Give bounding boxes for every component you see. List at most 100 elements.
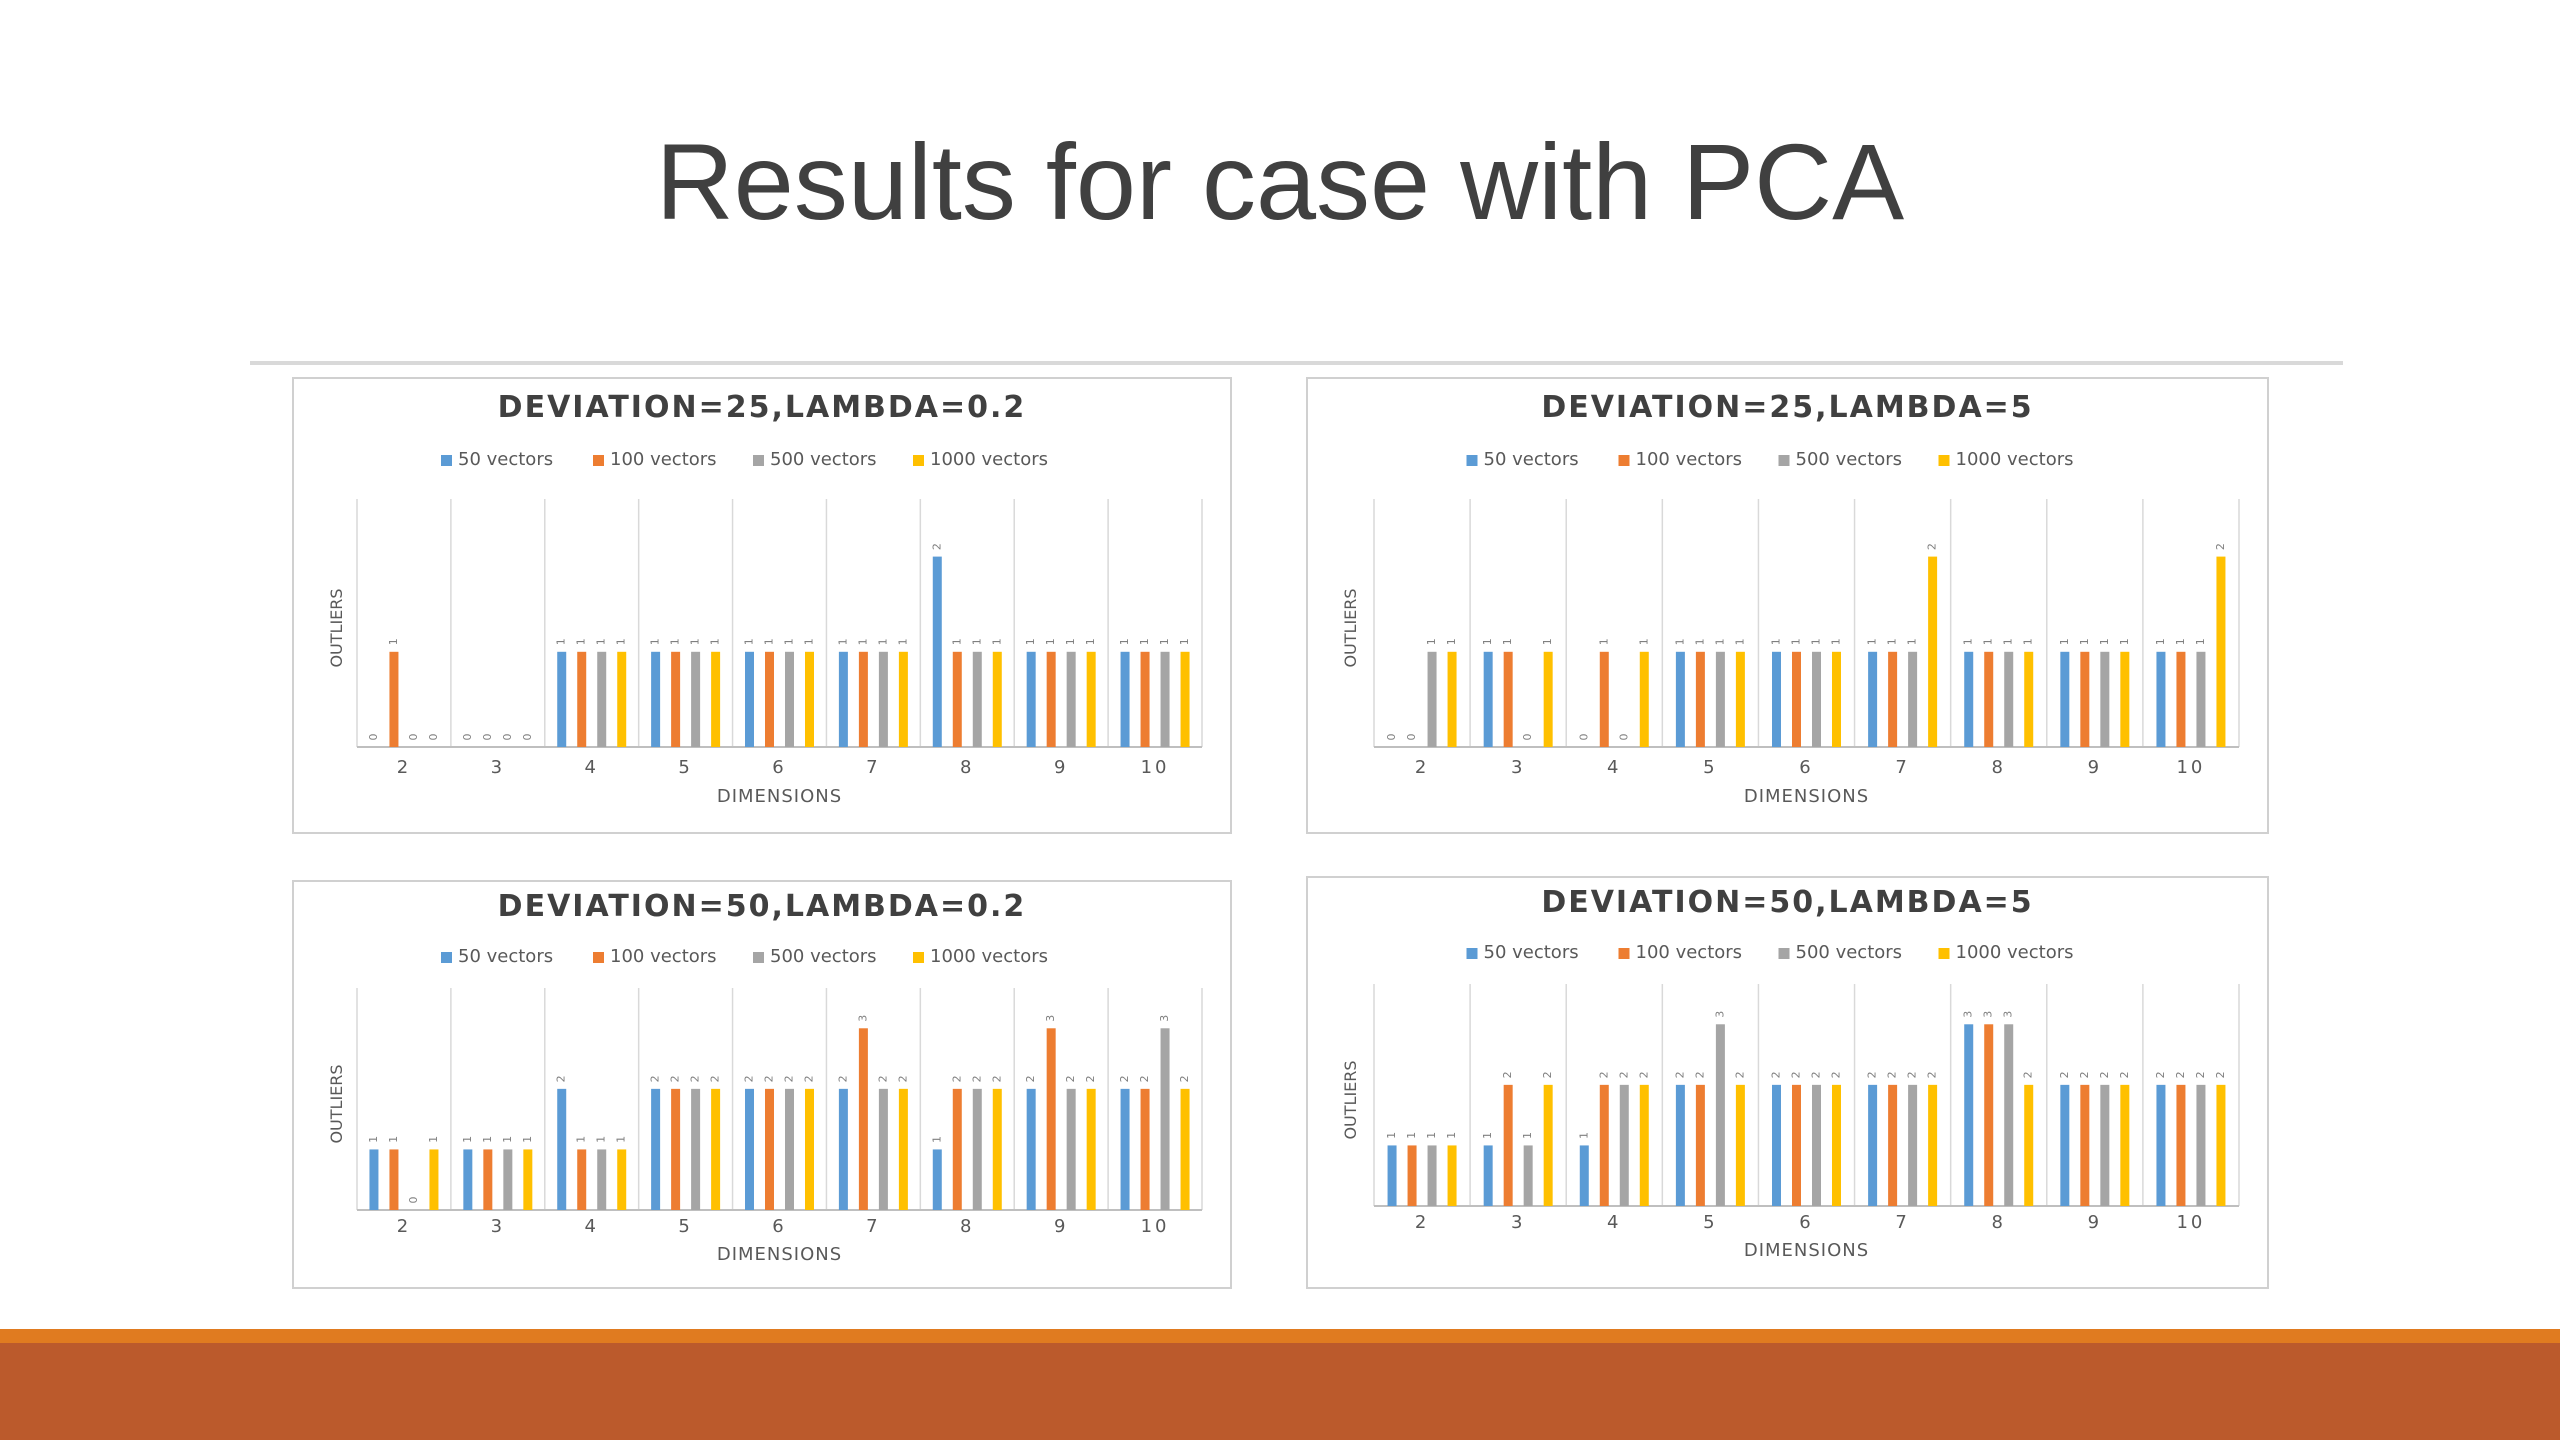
bar — [805, 1088, 814, 1210]
data-label: 1 — [1445, 638, 1458, 645]
legend-swatch — [913, 952, 924, 963]
x-tick-label: 10 — [2176, 757, 2205, 778]
bar — [838, 1088, 848, 1210]
bar — [369, 1149, 379, 1210]
data-label: 2 — [1693, 1071, 1706, 1078]
data-label: 1 — [2118, 638, 2131, 645]
legend-swatch — [1938, 948, 1950, 959]
bar — [1407, 1145, 1417, 1206]
data-label: 1 — [709, 638, 722, 645]
bar — [651, 651, 661, 747]
chart-dev25-lambda5: DEVIATION=25,LAMBDA=5 50 vectors 100 vecto… — [1306, 377, 2269, 834]
data-label: 1 — [1425, 1132, 1438, 1139]
x-tick-label: 8 — [960, 1216, 974, 1237]
bar — [1120, 1088, 1130, 1210]
bar — [1695, 651, 1705, 747]
bar — [972, 651, 982, 747]
bar — [617, 1149, 627, 1210]
bar — [2004, 1024, 2014, 1206]
x-tick-label: 2 — [1415, 757, 1429, 778]
chart-frame — [1306, 377, 2269, 834]
bar — [2176, 651, 2186, 747]
data-label: 2 — [1926, 543, 1939, 550]
bar — [2196, 651, 2206, 747]
legend-swatch — [593, 952, 604, 963]
data-label: 2 — [2098, 1071, 2111, 1078]
x-axis-title: DIMENSIONS — [717, 786, 842, 807]
data-label: 1 — [1733, 638, 1746, 645]
data-label: 1 — [427, 1136, 440, 1143]
bar — [1066, 651, 1076, 747]
bar — [1160, 651, 1170, 747]
title-divider — [250, 361, 2343, 365]
bar — [651, 1088, 661, 1210]
data-label: 1 — [1982, 638, 1995, 645]
bar — [992, 651, 1002, 747]
data-label: 0 — [521, 734, 534, 741]
chart-dev50-lambda5: DEVIATION=50,LAMBDA=5 50 vectors 100 vecto… — [1306, 876, 2269, 1289]
bar — [1180, 651, 1190, 747]
legend-swatch — [1938, 455, 1950, 466]
x-tick-label: 6 — [1799, 1212, 1813, 1233]
data-label: 1 — [970, 638, 983, 645]
data-label: 2 — [709, 1075, 722, 1082]
data-label: 1 — [2154, 638, 2167, 645]
bar — [1503, 651, 1513, 747]
bar — [429, 1149, 439, 1210]
data-label: 2 — [1906, 1071, 1919, 1078]
bar — [1792, 651, 1801, 747]
x-tick-label: 7 — [1895, 757, 1909, 778]
data-label: 1 — [876, 638, 889, 645]
x-tick-label: 10 — [1141, 757, 1170, 778]
legend-entry: 50 vectors — [1484, 942, 1579, 963]
data-label: 1 — [856, 638, 869, 645]
data-label: 2 — [1178, 1075, 1191, 1082]
data-label: 2 — [1770, 1071, 1783, 1078]
data-label: 2 — [1541, 1071, 1554, 1078]
data-label: 0 — [461, 734, 474, 741]
bar — [2216, 556, 2226, 747]
bar — [1523, 1145, 1533, 1206]
data-label: 0 — [1577, 734, 1590, 741]
data-label: 2 — [1138, 1075, 1151, 1082]
data-label: 1 — [387, 638, 400, 645]
data-label: 0 — [407, 1197, 420, 1204]
bar — [2024, 651, 2034, 747]
bar — [785, 651, 794, 747]
data-label: 0 — [407, 734, 420, 741]
data-label: 2 — [743, 1075, 756, 1082]
data-label: 1 — [669, 638, 682, 645]
data-label: 2 — [783, 1075, 796, 1082]
x-axis-title: DIMENSIONS — [1744, 786, 1869, 807]
data-label: 0 — [501, 734, 514, 741]
bar — [1639, 1084, 1649, 1206]
data-label: 1 — [595, 1136, 608, 1143]
x-tick-label: 7 — [866, 1216, 880, 1237]
bar — [952, 1088, 962, 1210]
legend-entry: 1000 vectors — [1956, 942, 2074, 963]
x-tick-label: 10 — [1141, 1216, 1170, 1237]
bar — [858, 1028, 868, 1210]
x-tick-label: 9 — [2088, 1212, 2102, 1233]
data-label: 2 — [2214, 1071, 2227, 1078]
data-label: 1 — [1673, 638, 1686, 645]
bar — [1675, 1084, 1685, 1206]
data-label: 2 — [2174, 1071, 2187, 1078]
data-label: 1 — [2098, 638, 2111, 645]
x-tick-label: 6 — [772, 1216, 786, 1237]
legend-entry: 1000 vectors — [930, 946, 1048, 967]
data-label: 0 — [427, 734, 440, 741]
bar — [858, 651, 868, 747]
data-label: 1 — [1790, 638, 1803, 645]
bar — [1180, 1088, 1190, 1210]
data-label: 1 — [1962, 638, 1975, 645]
bar — [1928, 1084, 1938, 1206]
bar — [1066, 1088, 1076, 1210]
data-label: 1 — [461, 1136, 474, 1143]
bar — [2176, 1084, 2186, 1206]
bar — [1812, 651, 1821, 747]
footer-accent-stripe — [0, 1329, 2560, 1343]
data-label: 2 — [1790, 1071, 1803, 1078]
data-label: 3 — [1158, 1015, 1171, 1022]
bar — [2024, 1084, 2034, 1206]
